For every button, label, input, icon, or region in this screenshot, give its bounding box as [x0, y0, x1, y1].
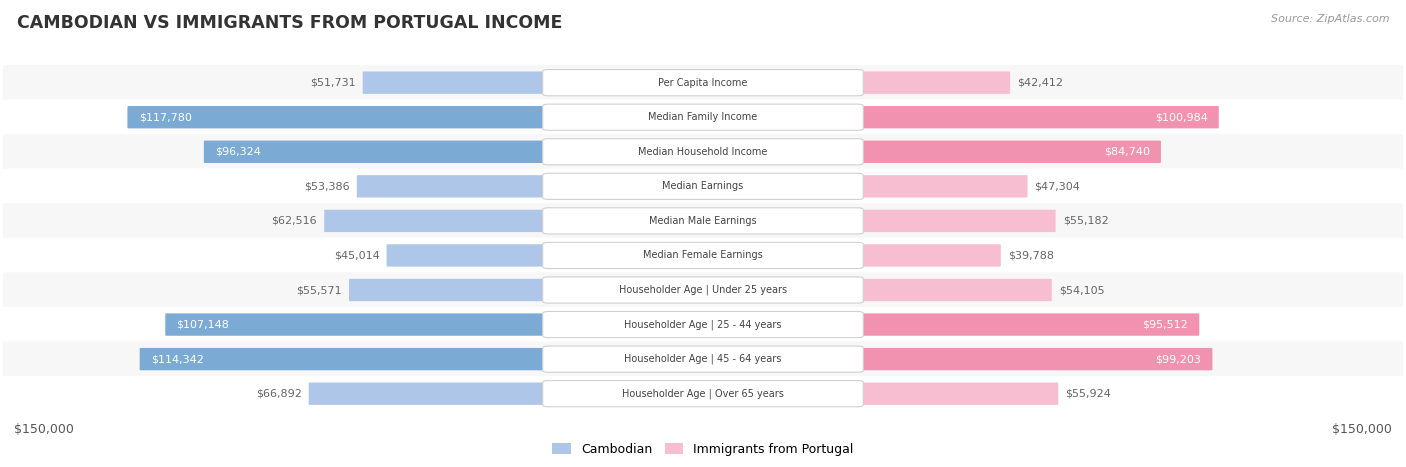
- FancyBboxPatch shape: [128, 106, 550, 128]
- FancyBboxPatch shape: [363, 71, 550, 94]
- Text: $62,516: $62,516: [271, 216, 318, 226]
- Text: $95,512: $95,512: [1142, 319, 1188, 330]
- FancyBboxPatch shape: [543, 70, 863, 96]
- FancyBboxPatch shape: [856, 71, 1010, 94]
- FancyBboxPatch shape: [3, 134, 1403, 170]
- FancyBboxPatch shape: [139, 348, 550, 370]
- FancyBboxPatch shape: [3, 376, 1403, 411]
- Text: $47,304: $47,304: [1035, 181, 1080, 191]
- FancyBboxPatch shape: [856, 210, 1056, 232]
- Text: Householder Age | 45 - 64 years: Householder Age | 45 - 64 years: [624, 354, 782, 364]
- Text: $54,105: $54,105: [1059, 285, 1105, 295]
- Text: $39,788: $39,788: [1008, 250, 1054, 261]
- Text: Median Earnings: Median Earnings: [662, 181, 744, 191]
- FancyBboxPatch shape: [3, 272, 1403, 308]
- FancyBboxPatch shape: [543, 173, 863, 199]
- Text: $45,014: $45,014: [333, 250, 380, 261]
- FancyBboxPatch shape: [543, 139, 863, 165]
- Text: $100,984: $100,984: [1154, 112, 1208, 122]
- FancyBboxPatch shape: [349, 279, 550, 301]
- FancyBboxPatch shape: [856, 175, 1028, 198]
- Text: Householder Age | 25 - 44 years: Householder Age | 25 - 44 years: [624, 319, 782, 330]
- Text: Median Family Income: Median Family Income: [648, 112, 758, 122]
- FancyBboxPatch shape: [357, 175, 550, 198]
- Text: $99,203: $99,203: [1156, 354, 1201, 364]
- Text: $117,780: $117,780: [139, 112, 191, 122]
- Text: $150,000: $150,000: [1331, 423, 1392, 436]
- Legend: Cambodian, Immigrants from Portugal: Cambodian, Immigrants from Portugal: [547, 438, 859, 461]
- FancyBboxPatch shape: [543, 277, 863, 303]
- FancyBboxPatch shape: [309, 382, 550, 405]
- FancyBboxPatch shape: [3, 203, 1403, 239]
- Text: Median Male Earnings: Median Male Earnings: [650, 216, 756, 226]
- Text: $150,000: $150,000: [14, 423, 75, 436]
- FancyBboxPatch shape: [856, 313, 1199, 336]
- Text: CAMBODIAN VS IMMIGRANTS FROM PORTUGAL INCOME: CAMBODIAN VS IMMIGRANTS FROM PORTUGAL IN…: [17, 14, 562, 32]
- Text: $42,412: $42,412: [1017, 78, 1063, 88]
- Text: Median Female Earnings: Median Female Earnings: [643, 250, 763, 261]
- FancyBboxPatch shape: [3, 65, 1403, 100]
- FancyBboxPatch shape: [543, 242, 863, 269]
- FancyBboxPatch shape: [3, 169, 1403, 204]
- Text: $96,324: $96,324: [215, 147, 262, 157]
- FancyBboxPatch shape: [3, 238, 1403, 273]
- Text: Median Household Income: Median Household Income: [638, 147, 768, 157]
- FancyBboxPatch shape: [166, 313, 550, 336]
- FancyBboxPatch shape: [856, 279, 1052, 301]
- Text: Source: ZipAtlas.com: Source: ZipAtlas.com: [1271, 14, 1389, 24]
- Text: Per Capita Income: Per Capita Income: [658, 78, 748, 88]
- FancyBboxPatch shape: [856, 141, 1161, 163]
- Text: $51,731: $51,731: [309, 78, 356, 88]
- FancyBboxPatch shape: [387, 244, 550, 267]
- Text: $66,892: $66,892: [256, 389, 302, 399]
- FancyBboxPatch shape: [856, 244, 1001, 267]
- Text: $107,148: $107,148: [177, 319, 229, 330]
- Text: $114,342: $114,342: [150, 354, 204, 364]
- FancyBboxPatch shape: [3, 307, 1403, 342]
- FancyBboxPatch shape: [204, 141, 550, 163]
- FancyBboxPatch shape: [543, 311, 863, 338]
- FancyBboxPatch shape: [543, 381, 863, 407]
- Text: $53,386: $53,386: [304, 181, 350, 191]
- Text: Householder Age | Under 25 years: Householder Age | Under 25 years: [619, 285, 787, 295]
- FancyBboxPatch shape: [3, 341, 1403, 377]
- FancyBboxPatch shape: [543, 208, 863, 234]
- Text: Householder Age | Over 65 years: Householder Age | Over 65 years: [621, 389, 785, 399]
- FancyBboxPatch shape: [856, 382, 1059, 405]
- FancyBboxPatch shape: [3, 99, 1403, 135]
- FancyBboxPatch shape: [856, 106, 1219, 128]
- Text: $55,924: $55,924: [1066, 389, 1111, 399]
- FancyBboxPatch shape: [856, 348, 1212, 370]
- Text: $55,182: $55,182: [1063, 216, 1108, 226]
- Text: $84,740: $84,740: [1104, 147, 1150, 157]
- FancyBboxPatch shape: [325, 210, 550, 232]
- FancyBboxPatch shape: [543, 346, 863, 372]
- Text: $55,571: $55,571: [297, 285, 342, 295]
- FancyBboxPatch shape: [543, 104, 863, 130]
